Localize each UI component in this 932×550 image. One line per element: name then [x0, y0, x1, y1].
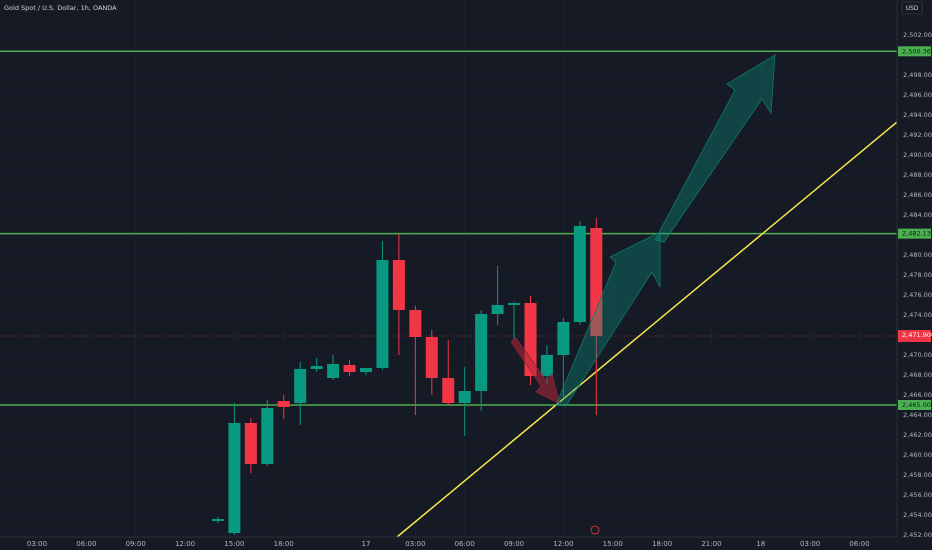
- candle-body: [442, 378, 455, 403]
- y-tick-label: 2,452.000: [903, 531, 932, 539]
- y-tick-label: 2,490.000: [903, 151, 932, 159]
- price-axis: [897, 0, 932, 550]
- y-tick-label: 2,484.000: [903, 211, 932, 219]
- candles: [211, 218, 603, 535]
- level-label: 2,500.369: [902, 47, 932, 55]
- x-tick-label: 09:00: [504, 540, 524, 548]
- candle-body: [360, 368, 372, 372]
- candle-body: [228, 423, 241, 533]
- x-tick-label: 03:00: [800, 540, 820, 548]
- level-label-box: [898, 46, 931, 57]
- arrow-shape: [510, 337, 561, 405]
- y-tick-label: 2,460.000: [903, 451, 932, 459]
- last-price-box: [898, 330, 931, 342]
- candle-body: [508, 303, 521, 305]
- x-tick-label: 21:00: [701, 540, 721, 548]
- candle-body: [540, 355, 553, 376]
- arrow-shape: [654, 54, 776, 243]
- y-tick-label: 2,456.000: [903, 491, 932, 499]
- green-arrow: [555, 54, 776, 407]
- last-price-label: 2,471.900: [902, 331, 932, 339]
- y-tick-label: 2,462.000: [903, 431, 932, 439]
- y-tick-label: 2,470.000: [903, 351, 932, 359]
- x-tick-label: 12:00: [553, 540, 573, 548]
- candle-body: [458, 391, 471, 403]
- x-tick-label: 06:00: [455, 540, 475, 548]
- currency-box: [901, 1, 923, 15]
- trend-line: [396, 121, 898, 538]
- x-tick-label: 12:00: [175, 540, 195, 548]
- y-tick-label: 2,496.000: [903, 91, 932, 99]
- level-label-box: [898, 400, 931, 410]
- candle-body: [590, 228, 603, 336]
- y-tick-label: 2,454.000: [903, 511, 932, 519]
- y-tick-label: 2,476.000: [903, 291, 932, 299]
- x-tick-label: 17: [362, 540, 371, 548]
- candle-body: [409, 310, 422, 337]
- x-tick-label: 18: [756, 540, 765, 548]
- y-axis: 2,452.000 2,454.000 2,456.000 2,458.000 2,46…: [898, 31, 932, 539]
- x-axis: 03:00 06:00 09:00 12:00 15:00 18:00 17 03:00 06:…: [27, 540, 870, 548]
- x-tick-label: 06:00: [76, 540, 96, 548]
- candle-body: [376, 260, 389, 368]
- x-tick-label: 18:00: [274, 540, 294, 548]
- candle-body: [343, 365, 356, 372]
- y-tick-label: 2,488.000: [903, 171, 932, 179]
- candle-body: [211, 519, 224, 521]
- level-label-box: [898, 228, 931, 239]
- y-tick-label: 2,466.000: [903, 391, 932, 399]
- y-tick-label: 2,492.000: [903, 131, 932, 139]
- arrow-shape: [555, 231, 661, 407]
- candle-body: [327, 364, 340, 378]
- chart-title: Gold Spot / U.S. Dollar, 1h, OANDA: [4, 4, 117, 12]
- level-label: 2,482.135: [902, 230, 932, 238]
- y-tick-label: 2,458.000: [903, 471, 932, 479]
- y-tick-label: 2,468.000: [903, 371, 932, 379]
- x-tick-label: 18:00: [652, 540, 672, 548]
- currency: USD: [906, 5, 919, 12]
- candle-body: [573, 226, 586, 322]
- event-icon: [590, 525, 600, 535]
- y-tick-label: 2,480.000: [903, 251, 932, 259]
- candle-body: [244, 423, 257, 464]
- y-tick-label: 2,474.000: [903, 311, 932, 319]
- candle-body: [294, 369, 307, 403]
- x-tick-label: 09:00: [126, 540, 146, 548]
- y-tick-label: 2,486.000: [903, 191, 932, 199]
- y-tick-label: 2,502.000: [903, 31, 932, 39]
- candle-body: [261, 408, 274, 464]
- red-arrow: [510, 337, 561, 405]
- candle-body: [277, 401, 290, 407]
- candle-body: [475, 314, 488, 391]
- candle-body: [557, 322, 570, 355]
- y-tick-label: 2,478.000: [903, 271, 932, 279]
- y-tick-label: 2,498.000: [903, 71, 932, 79]
- level-label: 2,465.000: [902, 401, 932, 409]
- x-tick-label: 15:00: [224, 540, 244, 548]
- x-tick-label: 03:00: [405, 540, 425, 548]
- x-tick-label: 06:00: [849, 540, 869, 548]
- candle-body: [392, 260, 405, 310]
- candle-body: [425, 337, 438, 378]
- x-tick-label: 15:00: [603, 540, 623, 548]
- candle-body: [310, 366, 323, 369]
- candle-body: [491, 305, 504, 314]
- y-tick-label: 2,464.000: [903, 411, 932, 419]
- x-tick-label: 03:00: [27, 540, 47, 548]
- y-tick-label: 2,494.000: [903, 111, 932, 119]
